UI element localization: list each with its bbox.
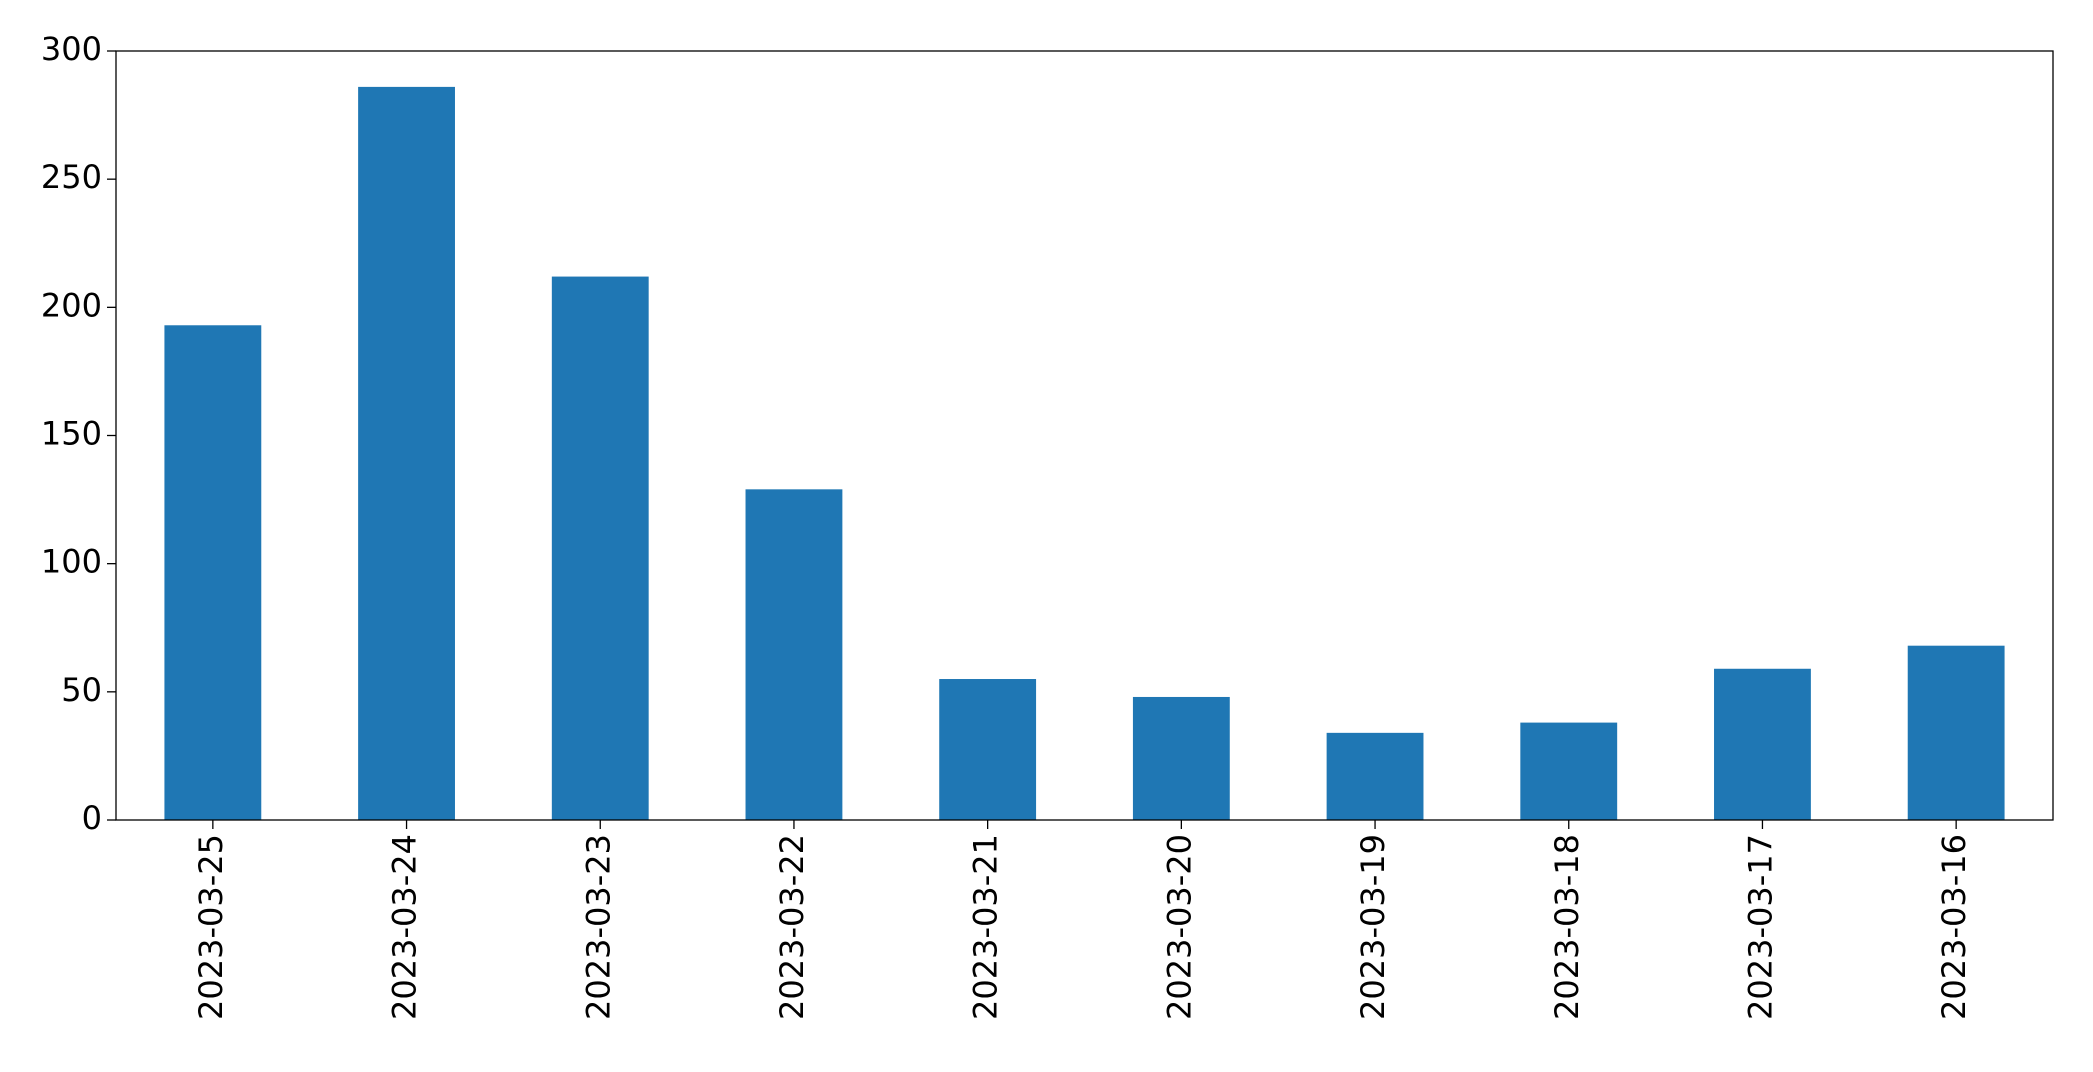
y-tick-label: 0 bbox=[82, 799, 102, 837]
y-tick-label: 100 bbox=[41, 543, 102, 581]
x-tick-label: 2023-03-19 bbox=[1354, 834, 1392, 1020]
x-tick-label: 2023-03-25 bbox=[192, 834, 230, 1020]
bar bbox=[1520, 722, 1618, 820]
x-tick-label: 2023-03-17 bbox=[1741, 834, 1779, 1020]
bar bbox=[745, 489, 843, 820]
y-tick-label: 150 bbox=[41, 415, 102, 453]
plot-frame bbox=[115, 50, 2054, 821]
bar bbox=[358, 86, 455, 821]
x-tick-label: 2023-03-24 bbox=[386, 834, 424, 1020]
x-tick-label: 2023-03-20 bbox=[1160, 834, 1198, 1020]
y-tick-label: 200 bbox=[41, 286, 102, 324]
bar bbox=[1326, 732, 1424, 820]
bar bbox=[939, 679, 1037, 820]
x-tick-label: 2023-03-23 bbox=[579, 834, 617, 1020]
y-tick-label: 250 bbox=[41, 158, 102, 196]
x-tick-label: 2023-03-22 bbox=[773, 834, 811, 1020]
x-tick-label: 2023-03-16 bbox=[1935, 834, 1973, 1020]
bar bbox=[1714, 668, 1811, 820]
y-tick-label: 300 bbox=[41, 30, 102, 68]
x-tick-label: 2023-03-18 bbox=[1548, 834, 1586, 1020]
bar bbox=[164, 325, 262, 820]
x-tick-label: 2023-03-21 bbox=[967, 834, 1005, 1020]
y-tick-label: 50 bbox=[61, 671, 102, 709]
bar bbox=[551, 276, 649, 820]
bar bbox=[1132, 696, 1230, 820]
bar bbox=[1907, 645, 2005, 820]
